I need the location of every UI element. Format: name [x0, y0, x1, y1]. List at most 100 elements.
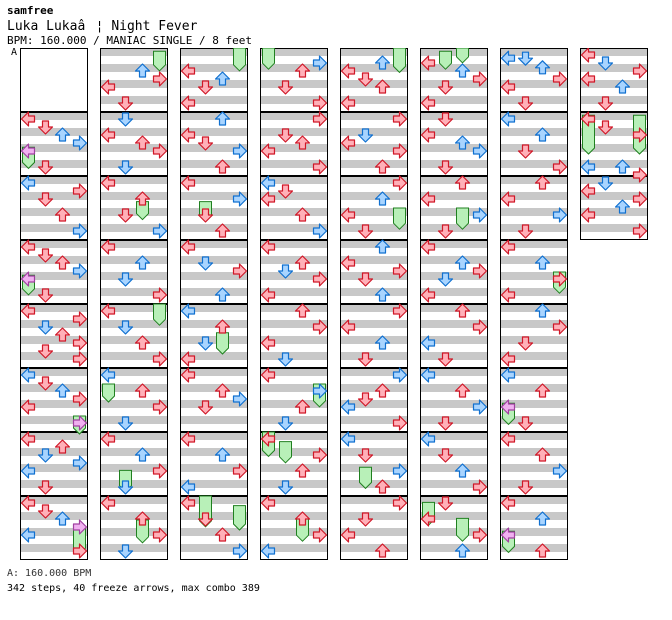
beat-stripe — [340, 144, 408, 152]
step-arrow-l — [420, 55, 436, 71]
step-arrow-r — [72, 263, 88, 279]
step-arrow-d — [37, 376, 54, 391]
beat-stripe — [500, 448, 568, 456]
step-arrow-r — [472, 71, 488, 87]
measure — [420, 304, 488, 368]
measure-border — [500, 112, 568, 176]
step-arrow-l — [340, 135, 356, 151]
beat-stripe — [20, 416, 88, 424]
step-arrow-l — [260, 495, 276, 511]
beat-stripe — [500, 384, 568, 392]
step-arrow-d — [517, 224, 534, 239]
beat-stripe — [260, 464, 328, 472]
beat-stripe — [260, 160, 328, 168]
step-arrow-d — [597, 96, 614, 111]
freeze-arrow — [456, 48, 469, 64]
step-arrow-u — [454, 303, 471, 318]
step-arrow-d — [37, 288, 54, 303]
step-arrow-l — [180, 63, 196, 79]
beat-stripe — [20, 384, 88, 392]
beat-stripe — [100, 160, 168, 168]
step-arrow-l — [500, 351, 516, 367]
chart-stats: 342 steps, 40 freeze arrows, max combo 3… — [7, 583, 260, 594]
step-arrow-d — [117, 160, 134, 175]
beat-stripe — [100, 336, 168, 344]
measure-border — [100, 48, 168, 112]
step-arrow-d — [357, 224, 374, 239]
step-arrow-d — [597, 56, 614, 71]
step-arrow-u — [134, 255, 151, 270]
beat-stripe — [260, 272, 328, 280]
step-arrow-d — [437, 272, 454, 287]
measure — [500, 432, 568, 496]
step-arrow-u — [294, 207, 311, 222]
beat-stripe — [340, 64, 408, 72]
measure-border — [20, 240, 88, 304]
beat-stripe — [180, 288, 248, 296]
step-arrow-u — [54, 207, 71, 222]
beat-stripe — [340, 112, 408, 120]
beat-stripe — [180, 208, 248, 216]
beat-stripe — [340, 272, 408, 280]
step-arrow-l — [420, 335, 436, 351]
step-arrow-d — [517, 144, 534, 159]
measure-border — [500, 240, 568, 304]
step-arrow-l — [100, 431, 116, 447]
step-arrow-d — [357, 272, 374, 287]
beat-stripe — [500, 48, 568, 56]
beat-stripe — [260, 480, 328, 488]
beat-stripe — [580, 144, 648, 152]
beat-stripe — [180, 304, 248, 312]
step-arrow-u — [294, 303, 311, 318]
step-arrow-l — [20, 463, 36, 479]
beat-stripe — [260, 368, 328, 376]
beat-stripe — [420, 464, 488, 472]
beat-stripe — [580, 80, 648, 88]
measure — [340, 496, 408, 560]
step-arrow-l — [180, 303, 196, 319]
beat-stripe — [340, 320, 408, 328]
step-arrow-d — [197, 400, 214, 415]
beat-stripe — [260, 96, 328, 104]
beat-stripe — [500, 208, 568, 216]
notes-layer — [420, 48, 488, 558]
step-arrow-d — [37, 504, 54, 519]
step-arrow-l — [580, 48, 596, 63]
measure — [180, 368, 248, 432]
beat-stripe — [100, 544, 168, 552]
step-arrow-l — [100, 367, 116, 383]
step-arrow-u — [454, 255, 471, 270]
step-arrow-u — [534, 255, 551, 270]
step-arrow-d — [357, 72, 374, 87]
step-arrow-r — [232, 543, 248, 559]
step-arrow-r — [232, 143, 248, 159]
step-arrow-d — [197, 136, 214, 151]
step-arrow-u — [374, 55, 391, 70]
beat-stripe — [340, 400, 408, 408]
beat-stripe — [420, 432, 488, 440]
beat-stripe — [500, 512, 568, 520]
step-arrow-d — [37, 480, 54, 495]
beat-stripe — [500, 224, 568, 232]
beat-stripe — [340, 240, 408, 248]
measure-border — [580, 48, 648, 112]
step-arrow-r — [632, 63, 648, 79]
step-arrow-l — [260, 175, 276, 191]
beat-stripe — [500, 176, 568, 184]
step-arrow-u — [294, 399, 311, 414]
measure — [180, 240, 248, 304]
measure-border — [100, 432, 168, 496]
measure-border — [20, 368, 88, 432]
step-arrow-u — [134, 383, 151, 398]
beat-stripe — [180, 448, 248, 456]
measure-border — [340, 48, 408, 112]
freeze-arrow — [216, 332, 229, 355]
step-arrow-r — [392, 263, 408, 279]
measure-border — [340, 496, 408, 560]
beat-stripe — [260, 512, 328, 520]
beat-stripe — [340, 96, 408, 104]
beat-stripe — [420, 96, 488, 104]
freeze-arrow — [582, 114, 595, 155]
beat-stripe — [420, 192, 488, 200]
step-arrow-d — [517, 416, 534, 431]
